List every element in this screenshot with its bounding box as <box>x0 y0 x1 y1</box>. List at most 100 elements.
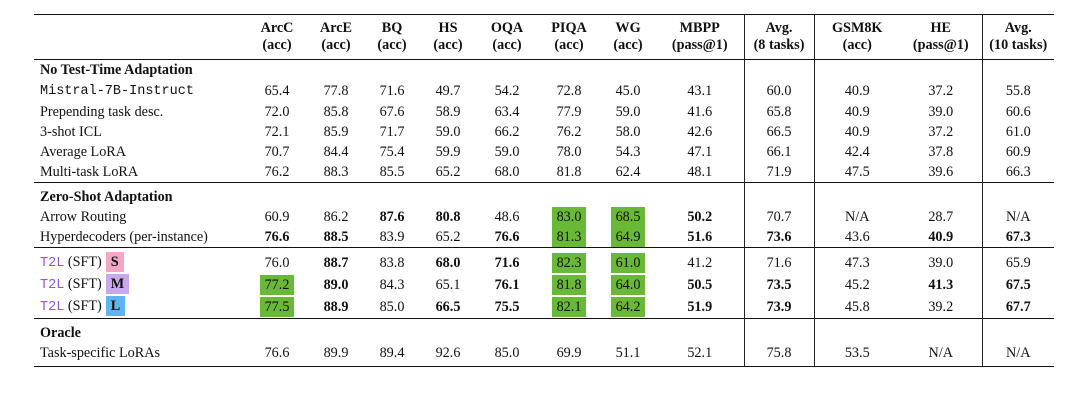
value-cell: 37.2 <box>900 122 982 142</box>
model-name-cell: Prepending task desc. <box>34 102 246 122</box>
value: 70.7 <box>766 209 792 225</box>
column-header-name: Avg. <box>1004 20 1032 36</box>
value-cell: 67.6 <box>364 102 420 122</box>
value-cell: 81.3 <box>538 227 600 248</box>
column-header-name: ArcC <box>260 20 294 36</box>
value: 85.8 <box>323 104 349 120</box>
value-cell: 52.1 <box>656 343 744 367</box>
model-name-cell: Task-specific LoRAs <box>34 343 246 367</box>
value-cell: 73.5 <box>743 274 814 296</box>
value-cell: 40.9 <box>813 80 900 102</box>
highlighted-value: 83.0 <box>551 207 587 227</box>
column-header: HS (acc) <box>420 14 476 60</box>
value-cell: 59.0 <box>420 122 476 142</box>
value-cell: 39.0 <box>900 102 982 122</box>
value: 39.2 <box>928 299 954 315</box>
column-header-name: BQ <box>381 20 403 36</box>
empty-cell <box>900 182 982 207</box>
value: 47.5 <box>844 164 870 180</box>
value-cell: 83.8 <box>364 247 420 274</box>
value: 63.4 <box>494 104 520 120</box>
value: 76.0 <box>264 255 290 271</box>
value-cell: 37.8 <box>900 142 982 162</box>
value: 59.0 <box>435 124 461 140</box>
column-header-metric: (acc) <box>554 37 584 53</box>
value-cell: 85.0 <box>476 343 538 367</box>
empty-cell <box>656 60 744 81</box>
value-cell: 59.0 <box>600 102 656 122</box>
empty-cell <box>476 182 538 207</box>
value-cell: 42.4 <box>813 142 900 162</box>
value-cell: 50.5 <box>656 274 744 296</box>
value-cell: 71.6 <box>743 247 814 274</box>
model-name: Task-specific LoRAs <box>40 345 160 361</box>
value: 66.2 <box>494 124 520 140</box>
value: 66.5 <box>435 299 461 315</box>
value: 60.9 <box>1005 144 1031 160</box>
column-header-name: ArcE <box>319 20 353 36</box>
value: 73.9 <box>766 299 792 315</box>
value-cell: N/A <box>981 343 1054 367</box>
value-cell: 81.8 <box>538 162 600 183</box>
highlighted-value: 64.9 <box>610 227 646 247</box>
empty-cell <box>743 318 814 343</box>
table-row: T2L (SFT) S 76.0 88.7 83.8 68.0 71.6 82.3 61.0 41… <box>34 247 1054 274</box>
column-header: PIQA (acc) <box>538 14 600 60</box>
value: 76.6 <box>494 229 520 245</box>
method-variant-label: (SFT) <box>67 254 102 270</box>
value: 75.8 <box>766 345 792 361</box>
value-cell: 41.3 <box>900 274 982 296</box>
value-cell: 58.0 <box>600 122 656 142</box>
value: 72.1 <box>264 124 290 140</box>
value-cell: 41.6 <box>656 102 744 122</box>
empty-cell <box>308 318 364 343</box>
value: 60.6 <box>1005 104 1031 120</box>
results-table-wrapper: ArcC (acc) ArcE (acc) BQ (acc) HS (acc) OQA (acc)… <box>34 14 1054 367</box>
value: 40.9 <box>844 83 870 99</box>
value-cell: 76.1 <box>476 274 538 296</box>
model-size-badge: S <box>105 252 124 272</box>
value-cell: 64.9 <box>600 227 656 248</box>
value-cell: 77.5 <box>246 296 308 319</box>
column-header: MBPP (pass@1) <box>656 14 744 60</box>
value-cell: 75.4 <box>364 142 420 162</box>
value-cell: 84.3 <box>364 274 420 296</box>
value-cell: 28.7 <box>900 207 982 227</box>
value: 65.1 <box>435 277 461 293</box>
empty-cell <box>420 60 476 81</box>
value: 68.0 <box>494 164 520 180</box>
table-row: Hyperdecoders (per-instance) 76.6 88.5 83.9… <box>34 227 1054 248</box>
value-cell: 47.5 <box>813 162 900 183</box>
value-cell: 66.5 <box>420 296 476 319</box>
value: 65.4 <box>264 83 290 99</box>
header-model-cell <box>34 14 246 60</box>
empty-cell <box>900 318 982 343</box>
table-row: Prepending task desc. 72.0 85.8 67.6 58.9 63.… <box>34 102 1054 122</box>
model-name-cell: T2L (SFT) L <box>34 296 246 319</box>
value: 92.6 <box>435 345 461 361</box>
value: 76.1 <box>494 277 520 293</box>
value: 87.6 <box>379 209 405 225</box>
empty-cell <box>538 182 600 207</box>
value-cell: 88.7 <box>308 247 364 274</box>
value-cell: 70.7 <box>743 207 814 227</box>
value: 37.2 <box>928 83 954 99</box>
value-cell: 68.0 <box>476 162 538 183</box>
empty-cell <box>813 182 900 207</box>
model-name-cell: 3-shot ICL <box>34 122 246 142</box>
value: N/A <box>928 345 953 361</box>
value-cell: 81.8 <box>538 274 600 296</box>
value-cell: 45.0 <box>600 80 656 102</box>
highlighted-value: 64.2 <box>610 297 646 317</box>
value-cell: 40.9 <box>813 122 900 142</box>
value-cell: N/A <box>813 207 900 227</box>
model-name-cell: Multi-task LoRA <box>34 162 246 183</box>
t2l-method-name: T2L <box>40 300 65 315</box>
value: 55.8 <box>1005 83 1031 99</box>
table-row: T2L (SFT) L 77.5 88.9 85.0 66.5 75.5 82.1 64.2 51… <box>34 296 1054 319</box>
empty-cell <box>364 318 420 343</box>
value-cell: 65.2 <box>420 227 476 248</box>
value-cell: 68.0 <box>420 247 476 274</box>
value: 73.6 <box>766 229 792 245</box>
section-title-row: Oracle <box>34 318 1054 343</box>
